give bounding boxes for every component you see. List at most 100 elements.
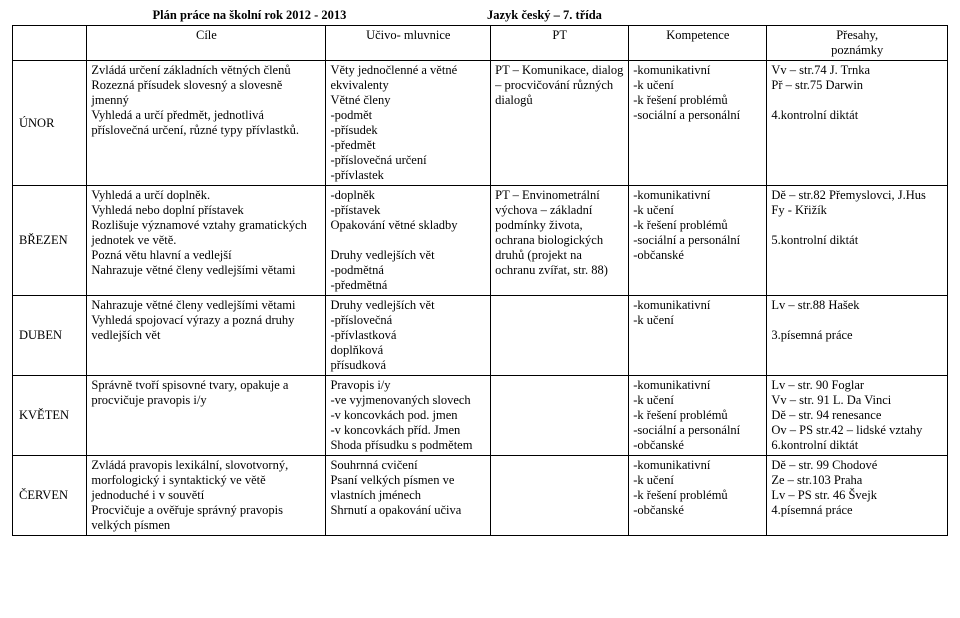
cell-line: Vv – str.74 J. Trnka	[771, 63, 943, 78]
cell-line: -komunikativní	[633, 378, 762, 393]
cell-line: -občanské	[633, 503, 762, 518]
cell-line: Správně tvoří spisovné tvary, opakuje a …	[91, 378, 321, 408]
cell-line: Vyhledá a určí doplněk.	[91, 188, 321, 203]
comp-cell: -komunikativní-k učení-k řešení problémů…	[629, 376, 767, 456]
cell-line: -sociální a personální	[633, 233, 762, 248]
comp-cell: -komunikativní-k učení-k řešení problémů…	[629, 61, 767, 186]
cell-line: -předmět	[330, 138, 486, 153]
cell-line: Dě – str. 99 Chodové	[771, 458, 943, 473]
cell-line: -k řešení problémů	[633, 93, 762, 108]
table-header-row: Cíle Učivo- mluvnice PT Kompetence Přesa…	[13, 26, 948, 61]
over-cell: Dě – str.82 Přemyslovci, J.HusFy - Křiží…	[767, 186, 948, 296]
cell-line: BŘEZEN	[19, 233, 82, 248]
cell-line: 3.písemná práce	[771, 328, 943, 343]
cell-line: 4.písemná práce	[771, 503, 943, 518]
table-row: KVĚTENSprávně tvoří spisovné tvary, opak…	[13, 376, 948, 456]
pt-cell	[491, 296, 629, 376]
pt-cell: PT – Envinometrální výchova – základní p…	[491, 186, 629, 296]
cell-line: Pravopis i/y	[330, 378, 486, 393]
cell-line: Dě – str. 94 renesance	[771, 408, 943, 423]
topic-cell: -doplněk-přístavekOpakování větné skladb…	[326, 186, 491, 296]
cell-line: -k učení	[633, 473, 762, 488]
col-month	[13, 26, 87, 61]
cell-line: Nahrazuje větné členy vedlejšími větami	[91, 298, 321, 313]
over-cell: Lv – str. 90 FoglarVv – str. 91 L. Da Vi…	[767, 376, 948, 456]
month-cell: KVĚTEN	[13, 376, 87, 456]
col-pt: PT	[491, 26, 629, 61]
comp-cell: -komunikativní-k učení-k řešení problémů…	[629, 456, 767, 536]
cell-line: Druhy vedlejších vět	[330, 298, 486, 313]
cell-line: -předmětná	[330, 278, 486, 293]
cell-line: -občanské	[633, 438, 762, 453]
cell-line: -k řešení problémů	[633, 488, 762, 503]
cell-line: Zvládá určení základních větných členů	[91, 63, 321, 78]
goals-cell: Nahrazuje větné členy vedlejšími větamiV…	[87, 296, 326, 376]
cell-line: ČERVEN	[19, 488, 82, 503]
cell-line	[495, 298, 624, 313]
cell-line: -sociální a personální	[633, 108, 762, 123]
cell-line: Ov – PS str.42 – lidské vztahy	[771, 423, 943, 438]
cell-line: -přívlastek	[330, 168, 486, 183]
topic-cell: Pravopis i/y-ve vyjmenovaných slovech-v …	[326, 376, 491, 456]
cell-line: -k řešení problémů	[633, 218, 762, 233]
comp-cell: -komunikativní-k učení-k řešení problémů…	[629, 186, 767, 296]
cell-line: -ve vyjmenovaných slovech	[330, 393, 486, 408]
cell-line: Vyhledá a určí předmět, jednotlivá přísl…	[91, 108, 321, 138]
col-overlaps-l1: Přesahy,	[771, 28, 943, 43]
cell-line: -komunikativní	[633, 298, 762, 313]
cell-line	[771, 93, 943, 108]
cell-line: -přístavek	[330, 203, 486, 218]
cell-line: -k učení	[633, 78, 762, 93]
cell-line: Lv – PS str. 46 Švejk	[771, 488, 943, 503]
pt-cell	[491, 456, 629, 536]
cell-line: Vyhledá spojovací výrazy a pozná druhy v…	[91, 313, 321, 343]
cell-line: -podmět	[330, 108, 486, 123]
cell-line: Lv – str.88 Hašek	[771, 298, 943, 313]
comp-cell: -komunikativní-k učení	[629, 296, 767, 376]
over-cell: Lv – str.88 Hašek 3.písemná práce	[767, 296, 948, 376]
cell-line: Opakování větné skladby	[330, 218, 486, 233]
cell-line: -k řešení problémů	[633, 408, 762, 423]
curriculum-table: Cíle Učivo- mluvnice PT Kompetence Přesa…	[12, 25, 948, 536]
cell-line: 5.kontrolní diktát	[771, 233, 943, 248]
cell-line: Věty jednočlenné a větné ekvivalenty	[330, 63, 486, 93]
over-cell: Dě – str. 99 ChodovéZe – str.103 PrahaLv…	[767, 456, 948, 536]
goals-cell: Vyhledá a určí doplněk.Vyhledá nebo dopl…	[87, 186, 326, 296]
topic-cell: Souhrnná cvičeníPsaní velkých písmen ve …	[326, 456, 491, 536]
cell-line: Rozlišuje významové vztahy gramatických …	[91, 218, 321, 248]
cell-line: DUBEN	[19, 328, 82, 343]
cell-line: 4.kontrolní diktát	[771, 108, 943, 123]
cell-line	[330, 233, 486, 248]
cell-line: Druhy vedlejších vět	[330, 248, 486, 263]
col-overlaps-l2: poznámky	[771, 43, 943, 58]
cell-line: PT – Envinometrální výchova – základní p…	[495, 188, 624, 278]
col-topic: Učivo- mluvnice	[326, 26, 491, 61]
cell-line: Ze – str.103 Praha	[771, 473, 943, 488]
cell-line: ÚNOR	[19, 116, 82, 131]
cell-line	[495, 378, 624, 393]
table-row: ÚNOR Zvládá určení základních větných čle…	[13, 61, 948, 186]
plan-title: Plán práce na školní rok 2012 - 2013	[12, 8, 487, 23]
cell-line: Nahrazuje větné členy vedlejšími větami	[91, 263, 321, 278]
cell-line: -komunikativní	[633, 188, 762, 203]
pt-cell: PT – Komunikace, dialog – procvičování r…	[491, 61, 629, 186]
cell-line: -příslovečná určení	[330, 153, 486, 168]
cell-line: PT – Komunikace, dialog – procvičování r…	[495, 63, 624, 108]
col-overlaps: Přesahy, poznámky	[767, 26, 948, 61]
cell-line: Shrnutí a opakování učiva	[330, 503, 486, 518]
table-row: ČERVEN Zvládá pravopis lexikální, slovotv…	[13, 456, 948, 536]
col-competence: Kompetence	[629, 26, 767, 61]
cell-line: Lv – str. 90 Foglar	[771, 378, 943, 393]
cell-line: Souhrnná cvičení	[330, 458, 486, 473]
cell-line: Psaní velkých písmen ve vlastních jménec…	[330, 473, 486, 503]
goals-cell: Zvládá určení základních větných členůRo…	[87, 61, 326, 186]
goals-cell: Zvládá pravopis lexikální, slovotvorný, …	[87, 456, 326, 536]
subject-title: Jazyk český – 7. třída	[487, 8, 687, 23]
cell-line: -doplněk	[330, 188, 486, 203]
month-cell: ČERVEN	[13, 456, 87, 536]
cell-line: -podmětná	[330, 263, 486, 278]
month-cell: DUBEN	[13, 296, 87, 376]
cell-line: -v koncovkách pod. jmen	[330, 408, 486, 423]
cell-line: -v koncovkách příd. Jmen	[330, 423, 486, 438]
topic-cell: Věty jednočlenné a větné ekvivalentyVětn…	[326, 61, 491, 186]
